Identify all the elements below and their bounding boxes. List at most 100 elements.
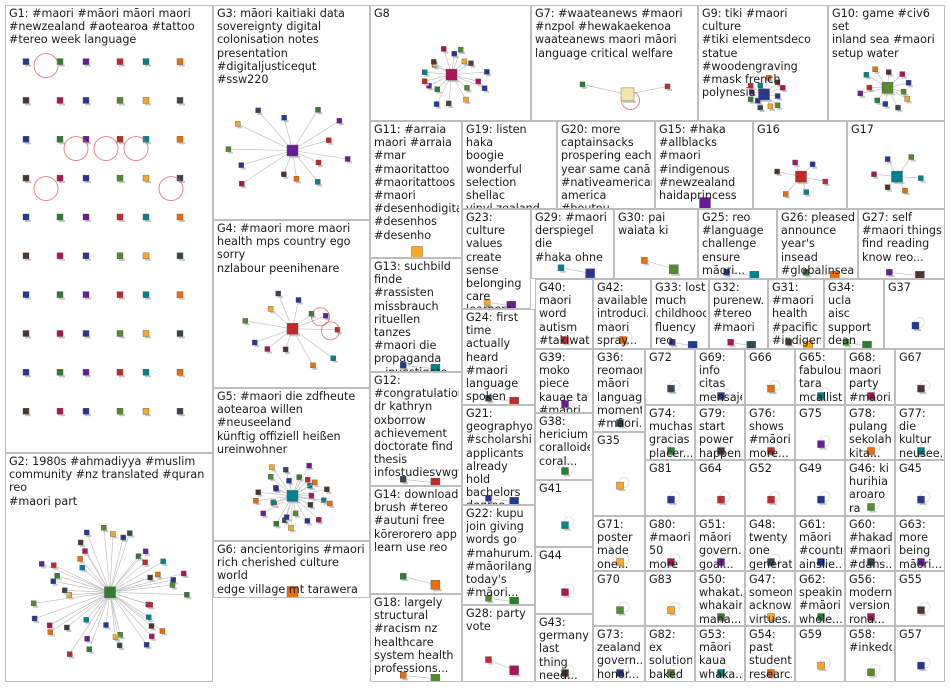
- group-node[interactable]: [886, 269, 893, 276]
- group-node[interactable]: [176, 291, 184, 298]
- group-node[interactable]: [56, 291, 64, 298]
- group-cell-g73[interactable]: G73: zealand govern... honor...: [593, 626, 645, 682]
- group-node[interactable]: [117, 631, 123, 638]
- group-node[interactable]: [321, 497, 327, 504]
- group-node[interactable]: [86, 646, 93, 652]
- group-node[interactable]: [872, 66, 878, 72]
- group-node[interactable]: [463, 96, 469, 103]
- group-node[interactable]: [82, 252, 90, 260]
- group-node[interactable]: [22, 213, 30, 221]
- group-cell-g82[interactable]: G82: ex solution baked system...: [645, 626, 695, 682]
- group-node[interactable]: [315, 517, 322, 523]
- group-node[interactable]: [176, 58, 184, 65]
- group-cell-g66[interactable]: G66: [745, 349, 795, 405]
- group-node[interactable]: [283, 467, 289, 473]
- group-cell-g60[interactable]: G60: #hakad... #maori #dans...: [845, 516, 895, 571]
- group-node[interactable]: [809, 161, 816, 167]
- hub-node[interactable]: [286, 323, 299, 335]
- group-node[interactable]: [461, 58, 468, 65]
- group-cell-g22[interactable]: G22: kupu join giving words go #mahurum.…: [462, 505, 535, 605]
- group-node[interactable]: [509, 597, 519, 605]
- group-cell-g40[interactable]: G40: maori word autism #takiwata...: [535, 279, 593, 349]
- group-node[interactable]: [884, 184, 891, 190]
- group-node[interactable]: [82, 408, 90, 415]
- group-node[interactable]: [917, 495, 925, 504]
- group-node[interactable]: [905, 80, 912, 86]
- group-node[interactable]: [82, 369, 90, 376]
- group-cell-g74[interactable]: G74: muchas gracias placer...: [645, 405, 695, 460]
- group-node[interactable]: [717, 558, 725, 566]
- group-node[interactable]: [116, 408, 124, 415]
- group-cell-g38[interactable]: G38: hericium coralloides coral...: [535, 413, 593, 480]
- group-node[interactable]: [330, 355, 336, 361]
- group-cell-g41[interactable]: G41: [535, 480, 593, 547]
- group-cell-g78[interactable]: G78: pulang sekolah kita...: [845, 405, 895, 460]
- group-node[interactable]: [468, 60, 474, 66]
- group-cell-g13[interactable]: G13: suchbild finde #rassisten missbrauc…: [370, 258, 462, 372]
- group-node[interactable]: [116, 213, 124, 221]
- group-cell-g29[interactable]: G29: #maori derspiegel die #haka ohne: [531, 209, 614, 279]
- group-node[interactable]: [56, 213, 64, 221]
- group-cell-g39[interactable]: G39: moko piece kauae ta #maori...: [535, 349, 593, 413]
- group-node[interactable]: [264, 346, 271, 352]
- group-node[interactable]: [451, 51, 458, 57]
- group-node[interactable]: [112, 634, 119, 640]
- group-node[interactable]: [882, 101, 888, 107]
- group-node[interactable]: [22, 97, 30, 104]
- group-cell-g12[interactable]: G12: #congratulations dr kathryn oxborro…: [370, 372, 462, 486]
- group-node[interactable]: [22, 408, 30, 415]
- hub-node[interactable]: [445, 68, 458, 81]
- group-cell-g24[interactable]: G24: first time actually heard #maori la…: [462, 309, 535, 405]
- group-node[interactable]: [723, 269, 730, 276]
- group-node[interactable]: [77, 556, 83, 562]
- group-node[interactable]: [867, 447, 875, 455]
- group-cell-g79[interactable]: G79: start power happen...: [695, 405, 745, 460]
- group-node[interactable]: [344, 156, 351, 162]
- group-node[interactable]: [148, 623, 155, 629]
- group-node[interactable]: [767, 447, 775, 455]
- group-node[interactable]: [116, 369, 124, 376]
- group-node[interactable]: [774, 79, 781, 86]
- group-cell-g71[interactable]: G71: poster made one...: [593, 516, 645, 571]
- group-node[interactable]: [116, 252, 124, 260]
- group-cell-g68[interactable]: G68: maori party #maori...: [845, 349, 895, 405]
- group-node[interactable]: [561, 467, 569, 475]
- group-node[interactable]: [142, 97, 150, 104]
- group-node[interactable]: [616, 606, 624, 614]
- hub-node[interactable]: [795, 170, 807, 183]
- hub-node[interactable]: [411, 246, 423, 258]
- group-cell-g35[interactable]: G35: [593, 432, 645, 516]
- group-node[interactable]: [103, 622, 109, 628]
- group-node[interactable]: [82, 213, 90, 221]
- group-node[interactable]: [56, 330, 64, 337]
- group-node[interactable]: [84, 636, 90, 642]
- group-node[interactable]: [561, 669, 569, 677]
- group-node[interactable]: [747, 96, 754, 103]
- group-node[interactable]: [56, 408, 64, 415]
- group-node[interactable]: [667, 606, 675, 614]
- group-node[interactable]: [561, 336, 569, 344]
- group-node[interactable]: [56, 97, 64, 104]
- group-node[interactable]: [142, 291, 150, 298]
- group-node[interactable]: [176, 369, 184, 376]
- group-node[interactable]: [324, 486, 330, 493]
- group-cell-g32[interactable]: G32: purenew... #tereo #maori: [709, 279, 768, 349]
- group-node[interactable]: [485, 495, 492, 502]
- group-node[interactable]: [803, 341, 813, 349]
- group-node[interactable]: [464, 85, 470, 91]
- group-cell-g81[interactable]: G81: [645, 460, 695, 516]
- group-node[interactable]: [899, 71, 906, 77]
- group-node[interactable]: [176, 213, 184, 221]
- group-node[interactable]: [56, 174, 64, 182]
- group-node[interactable]: [433, 101, 440, 107]
- group-node[interactable]: [857, 90, 863, 97]
- group-node[interactable]: [296, 474, 302, 480]
- group-node[interactable]: [817, 661, 825, 670]
- group-cell-g2[interactable]: G2: 1980s #ahmadiyya #muslim community #…: [5, 453, 213, 682]
- group-node[interactable]: [292, 510, 299, 517]
- group-node[interactable]: [817, 558, 825, 566]
- group-node[interactable]: [56, 369, 64, 376]
- group-node[interactable]: [867, 503, 875, 511]
- group-node[interactable]: [483, 299, 491, 306]
- group-node[interactable]: [895, 104, 901, 111]
